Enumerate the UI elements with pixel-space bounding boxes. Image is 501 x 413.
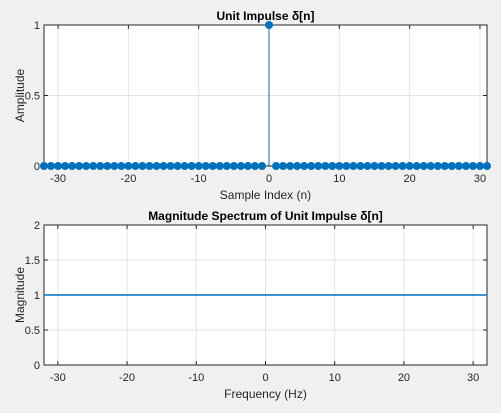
stem-marker — [398, 161, 407, 170]
y-tick-label: 0.5 — [25, 91, 40, 103]
y-axis-label: Amplitude — [13, 69, 27, 123]
stem-marker — [96, 161, 105, 170]
impulse-stem-plot: -30 -20 -10 0 10 20 30 0 0.5 1 Unit Impulse δ[n] Sa… — [13, 9, 491, 202]
stem-marker — [54, 161, 63, 170]
x-tick-label: 0 — [266, 173, 272, 185]
stem-marker — [145, 161, 154, 170]
stem-marker — [279, 161, 288, 170]
stem-marker — [321, 161, 330, 170]
stem-marker — [293, 161, 302, 170]
y-tick-label: 0 — [34, 161, 40, 173]
stem-marker — [173, 161, 182, 170]
x-tick-label: 20 — [398, 372, 410, 384]
stem-marker — [447, 161, 456, 170]
stem-marker — [356, 161, 365, 170]
stem-marker — [236, 161, 245, 170]
x-tick-label: -20 — [119, 372, 135, 384]
stem-marker — [166, 161, 175, 170]
stem-marker — [370, 161, 379, 170]
stem-marker — [124, 161, 133, 170]
stem-marker — [159, 161, 168, 170]
stem-marker — [152, 161, 161, 170]
stem-marker — [419, 161, 428, 170]
x-tick-label: 30 — [474, 173, 486, 185]
x-tick-label: -10 — [191, 173, 207, 185]
y-tick-label: 1 — [34, 20, 40, 32]
stem-marker — [314, 161, 323, 170]
y-tick-label: 0 — [34, 360, 40, 372]
stem-marker — [40, 161, 49, 170]
stem-marker — [250, 161, 259, 170]
stem-marker — [405, 161, 414, 170]
magnitude-spectrum-plot: -30 -20 -10 0 10 20 30 0 0.5 1 1.5 2 Magnitude Spect… — [13, 209, 488, 401]
stem-marker — [222, 161, 231, 170]
stem-marker — [335, 161, 344, 170]
y-tick-label: 1 — [34, 290, 40, 302]
stem-marker — [257, 161, 266, 170]
stem-marker — [82, 161, 91, 170]
stem-marker — [89, 161, 98, 170]
stem-marker — [377, 161, 386, 170]
y-tick-label: 2 — [34, 220, 40, 232]
stem-marker — [103, 161, 112, 170]
stem-marker — [208, 161, 217, 170]
stem-marker — [300, 161, 309, 170]
stem-marker — [412, 161, 421, 170]
stem-marker — [454, 161, 463, 170]
stem-marker — [215, 161, 224, 170]
plot-title: Magnitude Spectrum of Unit Impulse δ[n] — [148, 209, 383, 223]
stem-marker — [426, 161, 435, 170]
x-axis-label: Frequency (Hz) — [224, 387, 307, 401]
stem-marker — [229, 161, 238, 170]
stem-marker — [482, 161, 491, 170]
stem-marker — [328, 161, 337, 170]
stem-marker — [117, 161, 126, 170]
x-tick-label: 10 — [329, 372, 341, 384]
stem-marker — [342, 161, 351, 170]
stem-marker — [194, 161, 203, 170]
y-axis-label: Magnitude — [13, 267, 27, 323]
x-tick-label: -30 — [50, 173, 66, 185]
stem-marker — [265, 20, 274, 29]
stem-marker — [272, 161, 281, 170]
stem-marker — [131, 161, 140, 170]
stem-marker — [110, 161, 119, 170]
x-tick-label: -30 — [50, 372, 66, 384]
stem-marker — [349, 161, 358, 170]
stem-marker — [201, 161, 210, 170]
stem-marker — [384, 161, 393, 170]
x-tick-label: 10 — [333, 173, 345, 185]
stem-marker — [187, 161, 196, 170]
stem-marker — [307, 161, 316, 170]
stem-marker — [391, 161, 400, 170]
stem-marker — [433, 161, 442, 170]
stem-marker — [475, 161, 484, 170]
plot-title: Unit Impulse δ[n] — [217, 9, 315, 23]
stem-marker — [468, 161, 477, 170]
y-tick-label: 1.5 — [25, 255, 40, 267]
x-tick-label: -10 — [188, 372, 204, 384]
stem-marker — [138, 161, 147, 170]
stem-marker — [286, 161, 295, 170]
stem-marker — [68, 161, 77, 170]
x-axis-label: Sample Index (n) — [220, 188, 311, 202]
stem-marker — [440, 161, 449, 170]
stem-marker — [75, 161, 84, 170]
stem-marker — [461, 161, 470, 170]
stem-marker — [180, 161, 189, 170]
x-tick-label: -20 — [120, 173, 136, 185]
stem-marker — [363, 161, 372, 170]
stem-marker — [61, 161, 70, 170]
stem-marker — [243, 161, 252, 170]
y-tick-label: 0.5 — [25, 325, 40, 337]
stem-marker — [47, 161, 56, 170]
x-tick-label: 30 — [467, 372, 479, 384]
x-tick-label: 0 — [262, 372, 268, 384]
x-tick-label: 20 — [404, 173, 416, 185]
